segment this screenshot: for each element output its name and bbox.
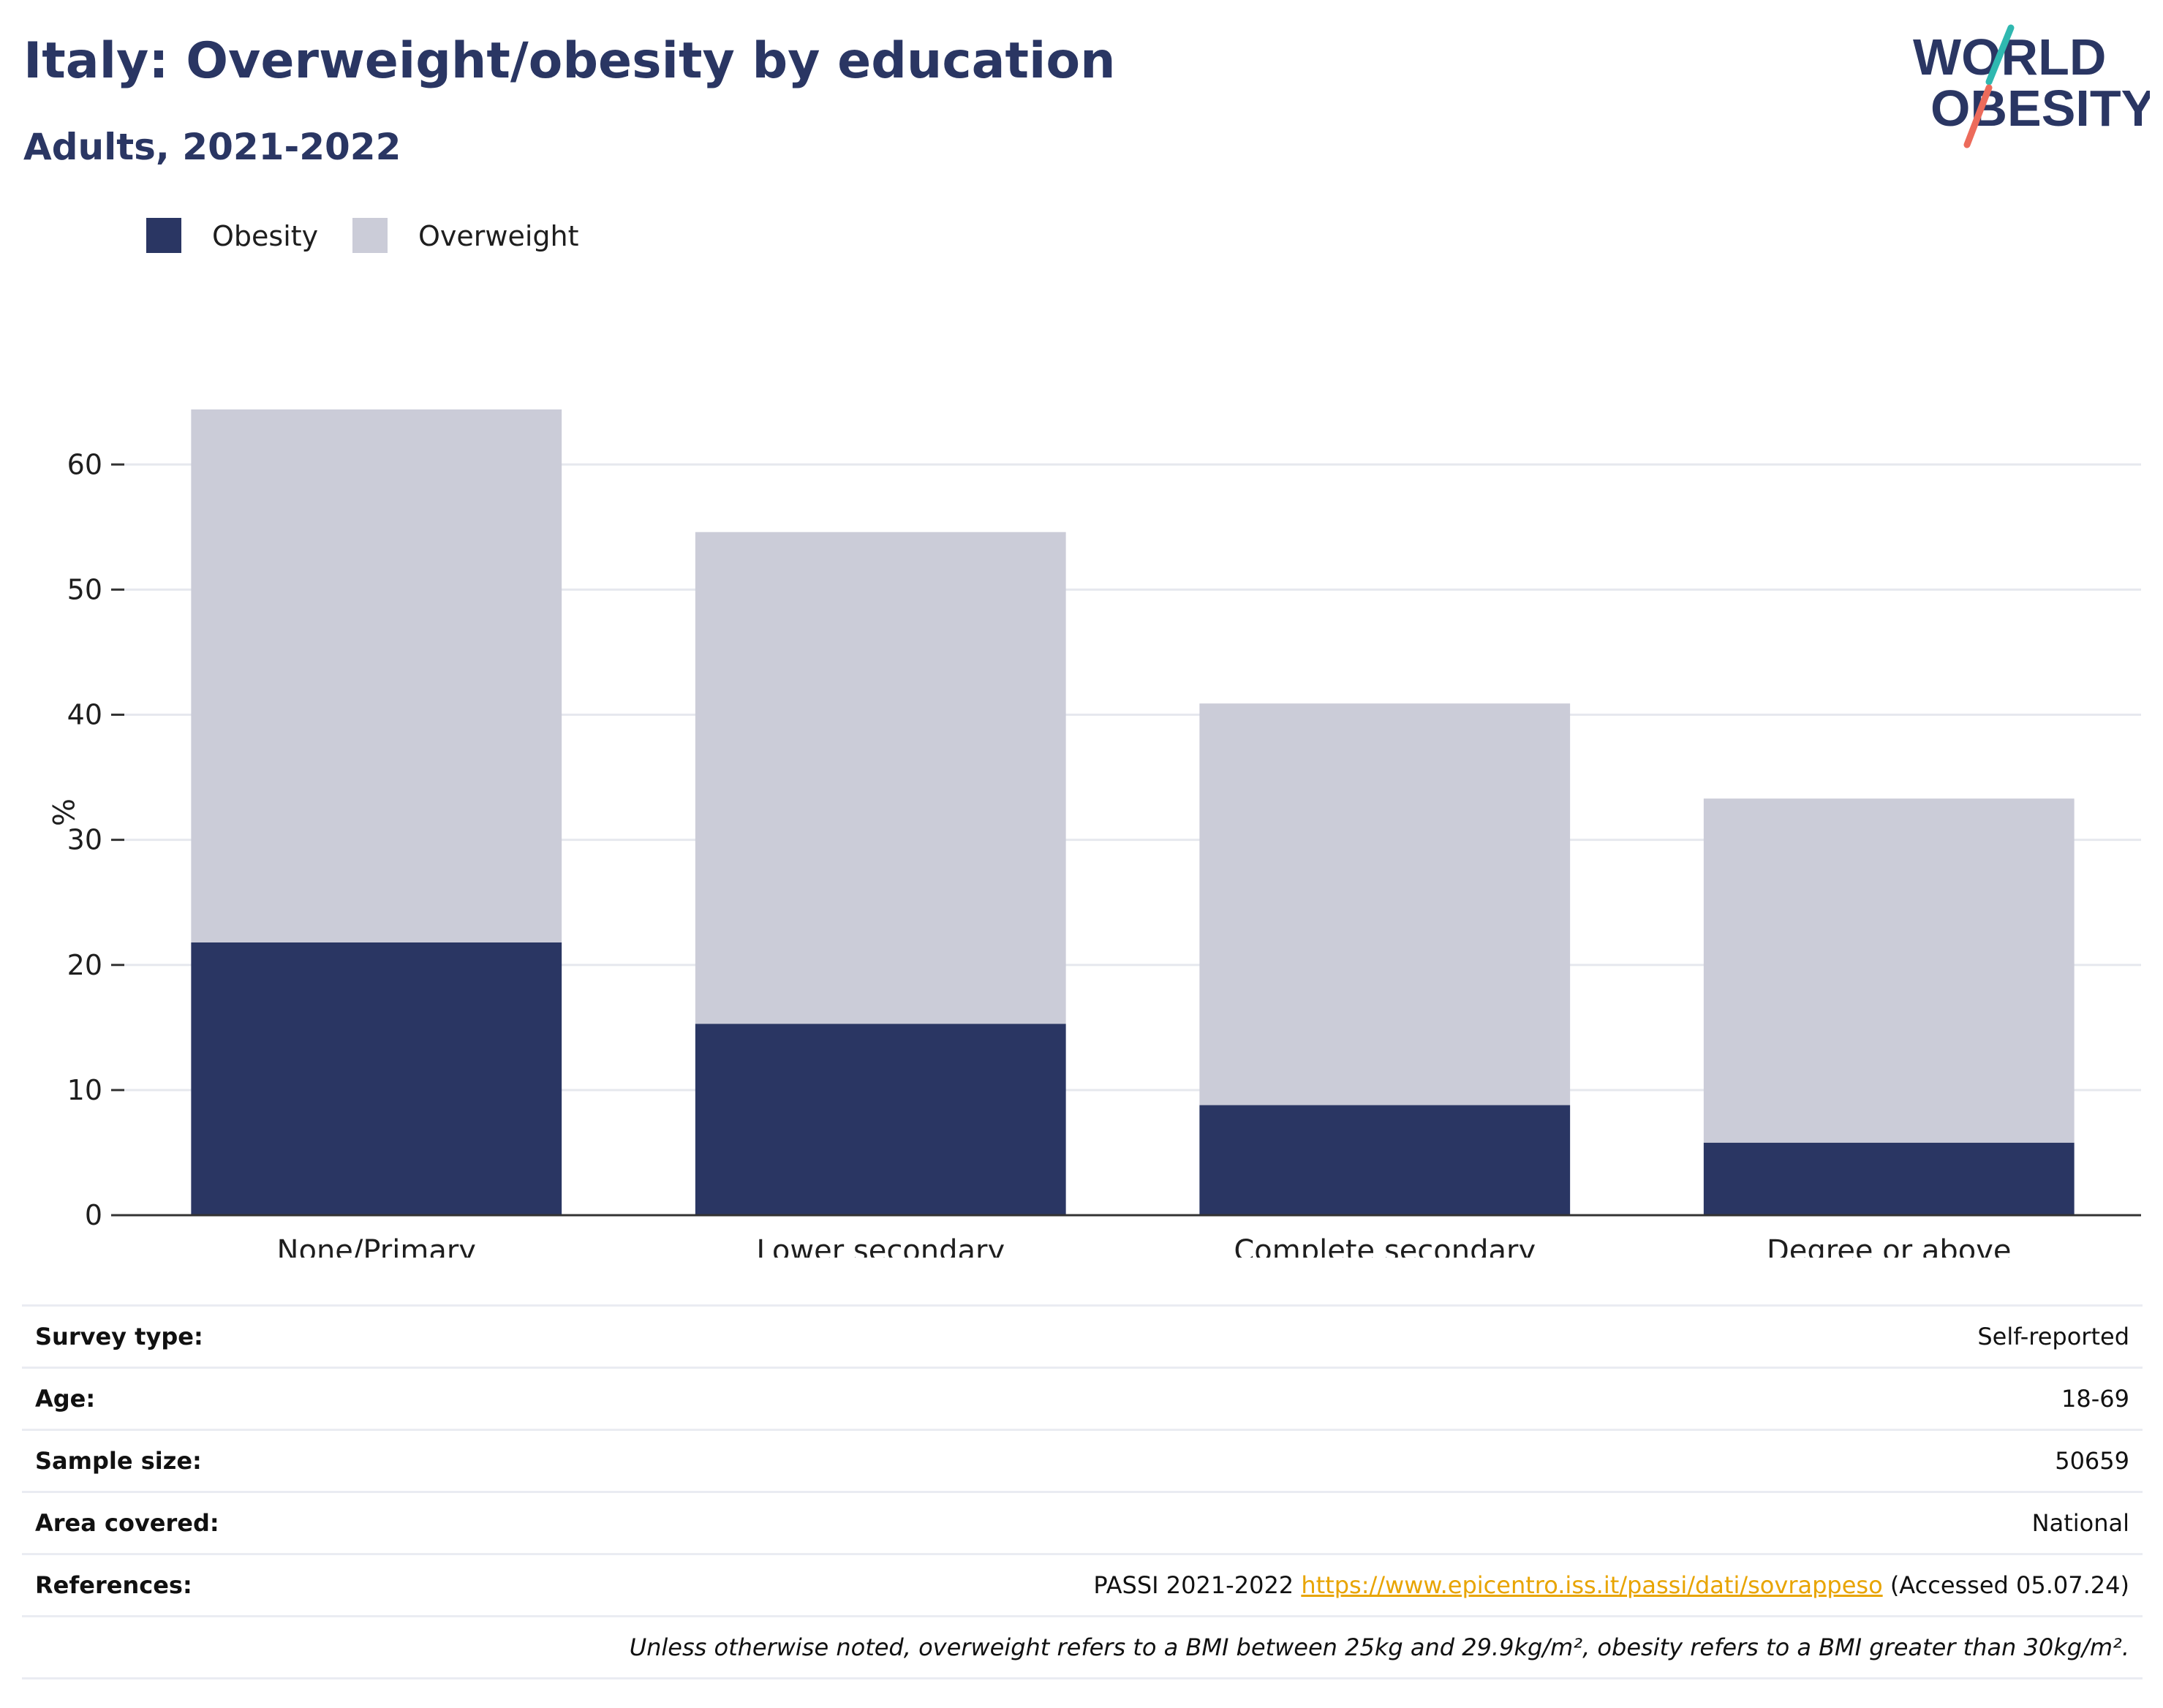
bar-chart: 0 10 20 30 40 50 60 None/Primary Lower secondary…	[45, 409, 2141, 1258]
logo-slash-coral	[1963, 84, 1993, 148]
bar-overweight-degree-or-above[interactable]	[1703, 798, 2075, 1143]
chart-title: Italy: Overweight/obesity by education	[23, 32, 1116, 90]
legend-label-overweight: Overweight	[418, 220, 579, 252]
y-axis-title: %	[45, 798, 79, 826]
reference-accessed: (Accessed 05.07.24)	[1890, 1571, 2129, 1599]
bar-obesity-degree-or-above[interactable]	[1703, 1142, 2075, 1215]
bar-obesity-none-primary[interactable]	[191, 942, 562, 1215]
survey-type-label: Survey type:	[35, 1323, 203, 1350]
bmi-definition-note: Unless otherwise noted, overweight refer…	[629, 1633, 2129, 1661]
info-row-survey-type: Survey type: Self-reported	[22, 1304, 2143, 1367]
x-tick-label: Complete secondary	[1234, 1234, 1536, 1258]
survey-type-value: Self-reported	[1977, 1323, 2129, 1350]
y-tick-label: 30	[67, 824, 102, 856]
x-tick-label: Lower secondary	[756, 1234, 1005, 1258]
bar-overweight-complete-secondary[interactable]	[1199, 703, 1571, 1106]
reference-source: PASSI 2021-2022	[1093, 1571, 1294, 1599]
axes: 0 10 20 30 40 50 60 None/Primary Lower secondary…	[45, 448, 2141, 1258]
bar-overweight-lower-secondary[interactable]	[695, 532, 1066, 1024]
info-row-age: Age: 18-69	[22, 1367, 2143, 1429]
world-obesity-logo: WORLD OBESITY	[1913, 24, 2150, 148]
sample-size-value: 50659	[2055, 1447, 2129, 1475]
y-tick-label: 60	[67, 448, 102, 480]
age-value: 18-69	[2061, 1385, 2129, 1413]
sample-size-label: Sample size:	[35, 1447, 202, 1475]
info-row-references: References: PASSI 2021-2022 https://www.…	[22, 1553, 2143, 1615]
info-row-sample-size: Sample size: 50659	[22, 1429, 2143, 1491]
logo-slash-teal	[1985, 24, 2015, 86]
x-tick-label: None/Primary	[277, 1234, 476, 1258]
area-covered-label: Area covered:	[35, 1509, 219, 1537]
y-tick-label: 50	[67, 573, 102, 605]
chart-subtitle: Adults, 2021-2022	[23, 126, 401, 168]
legend-label-obesity: Obesity	[212, 220, 319, 252]
age-label: Age:	[35, 1385, 96, 1413]
bar-overweight-none-primary[interactable]	[191, 409, 562, 942]
area-covered-value: National	[2031, 1509, 2129, 1537]
bars	[191, 409, 2075, 1215]
references-label: References:	[35, 1571, 192, 1599]
x-tick-label: Degree or above	[1767, 1234, 2012, 1258]
bar-obesity-lower-secondary[interactable]	[695, 1024, 1066, 1215]
y-tick-label: 40	[67, 699, 102, 731]
info-row-note: Unless otherwise noted, overweight refer…	[22, 1615, 2143, 1679]
y-tick-label: 10	[67, 1074, 102, 1106]
survey-info-table: Survey type: Self-reported Age: 18-69 Sa…	[22, 1304, 2143, 1679]
info-row-area-covered: Area covered: National	[22, 1491, 2143, 1553]
y-tick-label: 20	[67, 949, 102, 981]
y-tick-label: 0	[85, 1199, 102, 1231]
reference-link[interactable]: https://www.epicentro.iss.it/passi/dati/…	[1301, 1571, 1883, 1599]
bar-obesity-complete-secondary[interactable]	[1199, 1105, 1571, 1215]
legend-swatch-obesity	[146, 218, 181, 253]
logo-word-obesity: OBESITY	[1930, 80, 2150, 137]
references-value: PASSI 2021-2022 https://www.epicentro.is…	[1093, 1571, 2129, 1599]
legend-swatch-overweight	[352, 218, 388, 253]
